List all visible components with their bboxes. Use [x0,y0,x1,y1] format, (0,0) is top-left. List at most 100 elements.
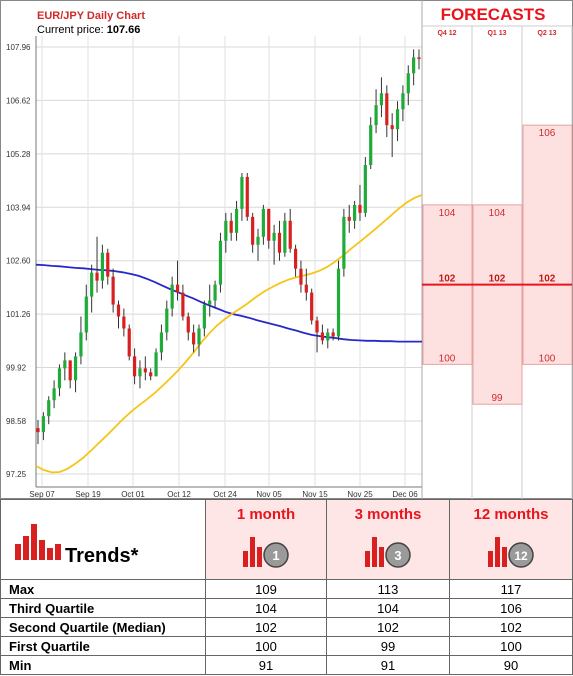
cell-value: 109 [205,579,327,599]
trends-header-row: Trends* 1 month 1 3 months [0,499,573,580]
trend-col-title: 3 months [354,506,422,523]
forecast-lower-label: 100 [539,353,556,364]
current-price-label: Current price: [37,24,104,36]
y-axis: 107.96 106.62 105.28 103.94 102.60 101.26 99.9… [6,43,31,479]
candle-body [197,328,201,345]
candle-body [299,268,303,285]
candle-body [347,216,351,221]
row-name: Second Quartile (Median) [0,617,206,637]
trends-table-container: Trends* 1 month 1 3 months [0,499,573,676]
candle-body [277,232,282,253]
table-row: Max 109 113 117 [0,579,573,599]
forecast-lower-label: 99 [491,393,503,404]
trends-label: Trends* [65,545,139,567]
candle-body [412,57,416,74]
candle-body [111,276,115,305]
x-tick-label: Dec 06 [392,490,418,499]
cell-value: 102 [326,617,450,637]
candle-body [358,204,362,213]
forecast-upper-label: 104 [489,208,506,219]
candle-body [385,93,389,126]
forecast-median-label: 102 [489,274,506,285]
bar-chart-badge-icon: 3 [365,537,411,568]
trend-col-title: 12 months [473,506,549,523]
moving-average-blue [35,263,422,343]
candle-body [331,332,335,337]
candle-body [390,125,394,130]
x-tick-label: Nov 15 [302,490,328,499]
y-tick-label: 97.25 [6,470,27,479]
candle-body [90,272,94,297]
row-name: Third Quartile [0,598,206,618]
candle-body [165,308,169,333]
table-row: Min 91 91 90 [0,655,573,675]
y-tick-label: 106.62 [6,96,31,105]
candle-body [369,125,373,166]
current-price: Current price: 107.66 [37,24,140,36]
candle-body [406,73,410,94]
candle-body [63,360,67,369]
candle-body [100,252,104,281]
cell-value: 91 [205,655,327,675]
chart-title: EUR/JPY Daily Chart [37,10,145,22]
x-tick-label: Oct 12 [167,490,191,499]
candle-body [170,284,174,309]
bar-chart-icon [15,524,61,560]
moving-average-yellow [35,194,423,474]
table-row: Third Quartile 104 104 106 [0,598,573,618]
forecast-lower-label: 100 [439,353,456,364]
candle-body [401,93,405,110]
row-name: Max [0,579,206,599]
badge-number: 12 [514,549,528,563]
candle-body [73,356,78,381]
trend-col-3-months: 3 months 3 [326,499,450,580]
table-row: First Quartile 100 99 100 [0,636,573,656]
candle-body [116,304,121,317]
candle-body [363,165,367,213]
forecast-median-label: 102 [539,274,556,285]
table-row: Second Quartile (Median) 102 102 102 [0,617,573,637]
forecast-area: Q4 12 104 100 102 Q1 13 104 99 102 Q2 13 106 100 10… [421,0,573,499]
forecasts-title: FORECASTS [441,5,546,24]
candle-body [159,332,164,353]
candle-body [374,105,378,126]
x-tick-label: Nov 25 [347,490,373,499]
candle-body [283,220,287,253]
candles [36,49,421,445]
x-tick-label: Sep 07 [29,490,55,499]
candle-body [272,232,276,241]
candle-body [52,388,56,401]
candle-body [41,416,45,433]
candle-body [175,284,180,293]
forecast-period-label: Q4 12 [437,30,456,37]
cell-value: 100 [449,636,573,656]
candle-body [240,176,244,209]
candle-body [336,268,341,337]
forecast-upper-label: 104 [439,208,456,219]
moving-averages [35,194,423,474]
candle-body [342,216,346,269]
cell-value: 117 [449,579,573,599]
candle-body [320,332,325,341]
row-name: Min [0,655,206,675]
candle-body [353,204,357,221]
x-tick-label: Nov 05 [256,490,282,499]
cell-value: 102 [205,617,327,637]
cell-value: 104 [326,598,450,618]
candle-body [218,240,223,285]
forecast-upper-label: 106 [539,128,556,139]
candle-body [245,176,249,217]
trend-col-title: 1 month [236,506,296,523]
candle-body [186,316,190,333]
x-tick-label: Oct 01 [121,490,145,499]
candle-body [288,220,292,249]
trend-col-1-month: 1 month 1 [205,499,327,580]
badge-number: 1 [272,548,279,563]
candle-body [127,328,131,357]
trend-col-12-months: 12 months 12 [449,499,573,580]
candle-body [234,208,239,233]
y-tick-label: 101.26 [6,310,31,319]
cell-value: 90 [449,655,573,675]
y-tick-label: 99.92 [6,364,27,373]
candle-body [229,220,233,233]
